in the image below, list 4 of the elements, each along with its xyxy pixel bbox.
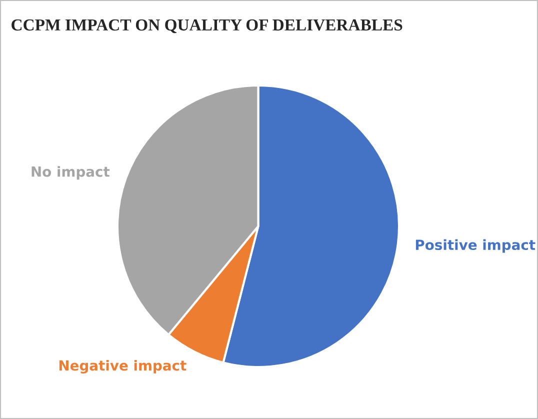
chart-title: CCPM IMPACT ON QUALITY OF DELIVERABLES xyxy=(12,19,402,34)
slice-label: No impact xyxy=(32,166,110,180)
slice-label: Positive impact xyxy=(416,239,536,253)
slice-label: Negative impact xyxy=(59,360,186,374)
